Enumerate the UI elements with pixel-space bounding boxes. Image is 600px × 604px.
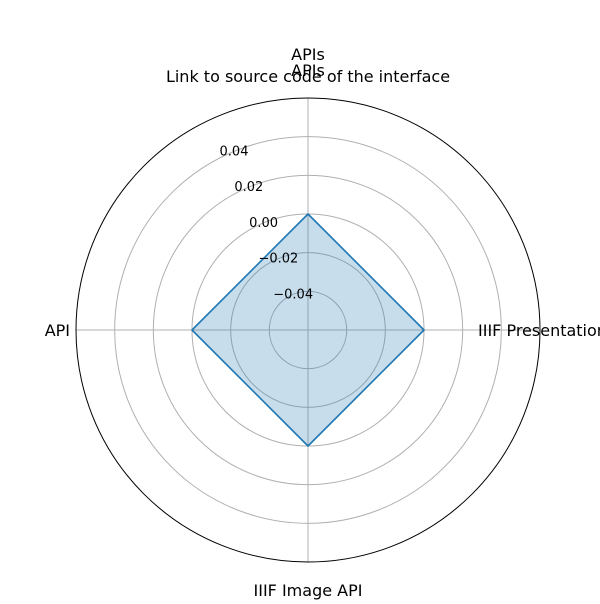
chart-title-line-1: Link to source code of the interface [166, 67, 450, 86]
r-tick-label-4: 0.04 [220, 144, 249, 159]
category-label-3: IIIF Image API [254, 581, 363, 600]
series-0-fill [192, 214, 424, 446]
chart-title-line-0: APIs [291, 45, 325, 64]
series-layer [192, 214, 424, 446]
category-label-0: IIIF Presentation [478, 321, 600, 340]
r-tick-label-3: 0.02 [234, 180, 263, 195]
r-tick-label-2: 0.00 [249, 216, 278, 231]
category-label-2: API [45, 321, 70, 340]
r-tick-label-0: −0.04 [273, 287, 313, 302]
r-tick-label-1: −0.02 [258, 252, 298, 267]
